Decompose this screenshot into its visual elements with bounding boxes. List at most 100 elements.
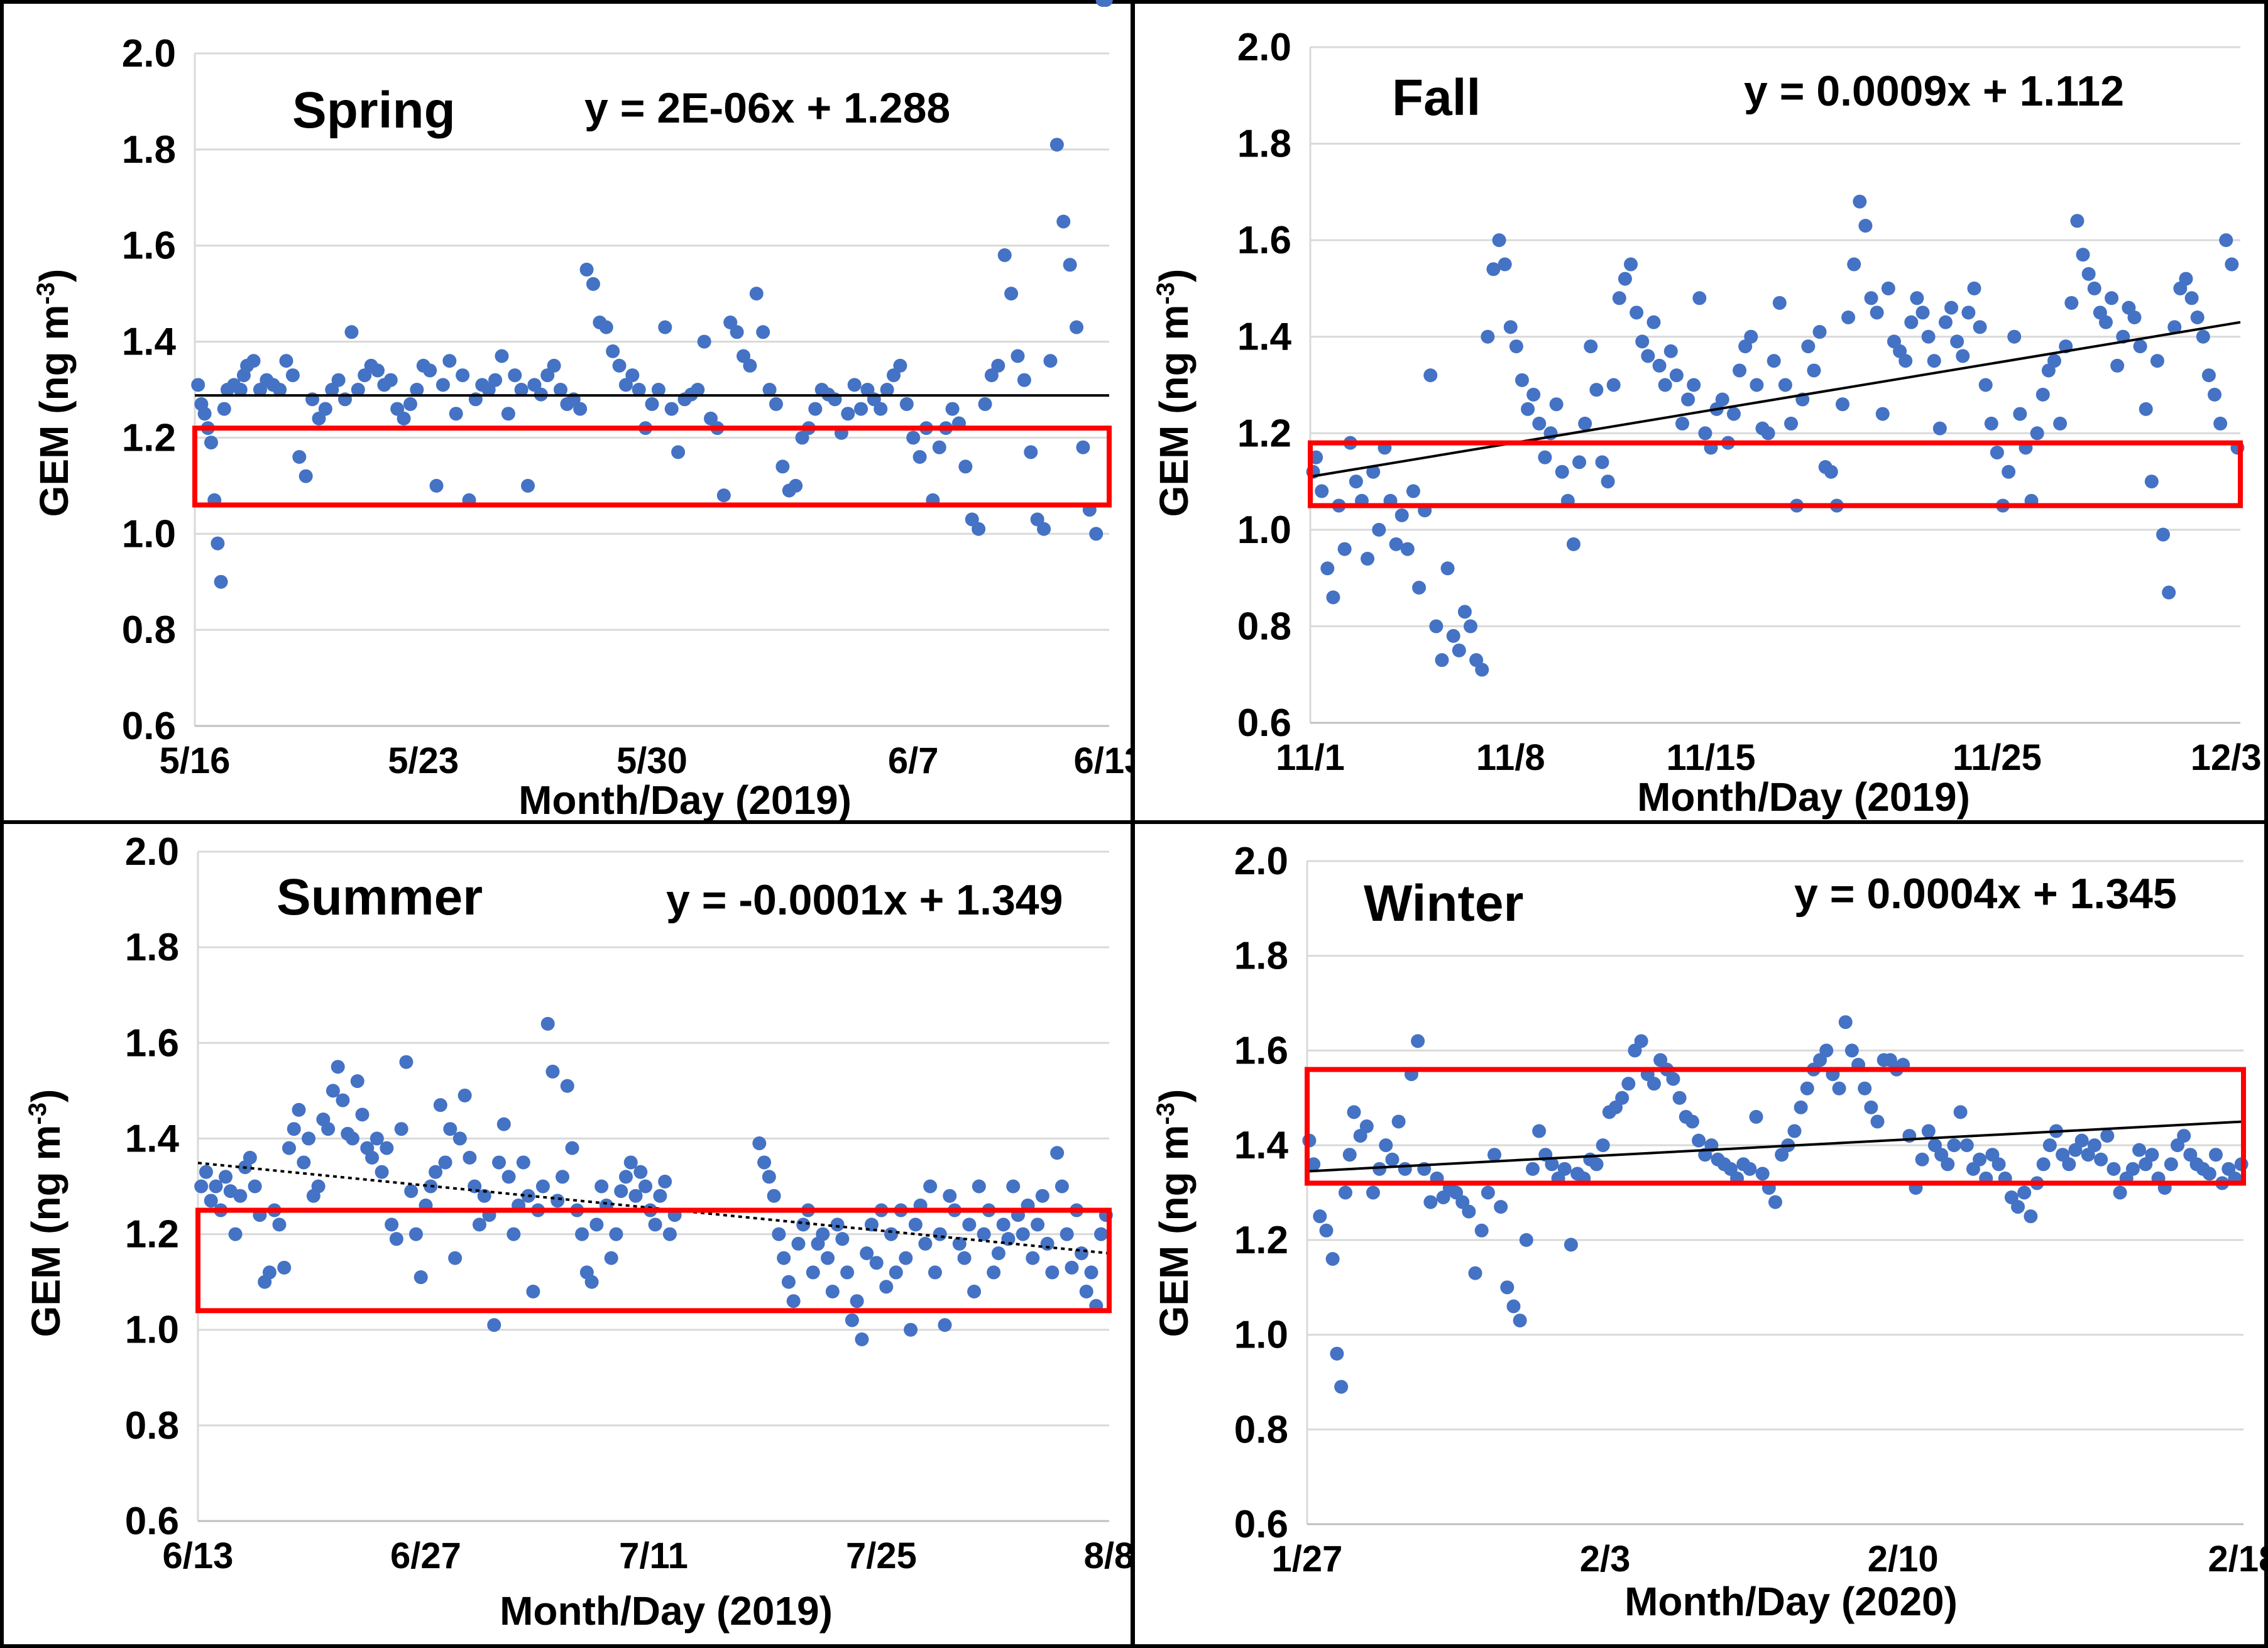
data-point: [1342, 1148, 1357, 1162]
y-axis-label-sup: -3: [1152, 1102, 1180, 1125]
data-point: [1446, 629, 1460, 643]
data-point: [1024, 445, 1038, 459]
data-point: [1549, 397, 1564, 412]
data-point: [840, 1265, 855, 1280]
data-point: [1572, 455, 1587, 470]
data-point: [209, 1179, 223, 1194]
data-point: [488, 373, 503, 387]
y-axis-label-main: GEM (ng m: [1151, 305, 1197, 517]
data-point: [1035, 1189, 1049, 1203]
data-point: [2127, 310, 2142, 324]
data-point: [1475, 662, 1489, 677]
data-point: [918, 1236, 933, 1251]
data-point: [2110, 358, 2125, 373]
data-point: [540, 1016, 555, 1031]
panel-spring: 0.6 0.8 1.0 1.2 1.4 1.6 1.8 2.0 5/16 5/23 5/30 6/7…: [0, 0, 1134, 824]
data-point: [1555, 464, 1569, 479]
data-point: [2002, 464, 2016, 479]
data-point: [547, 358, 561, 373]
data-point: [429, 1165, 443, 1179]
data-point: [228, 1227, 243, 1241]
data-point: [1687, 378, 1701, 392]
data-point: [2024, 1209, 2038, 1224]
data-point: [1858, 219, 1873, 233]
data-point: [972, 1179, 986, 1194]
data-point: [1819, 1043, 1834, 1058]
data-point: [1927, 354, 1941, 368]
highlight-box: [195, 1207, 1112, 1314]
y-tick-label: 1.6: [125, 1021, 179, 1065]
data-point: [442, 354, 457, 368]
data-point: [1801, 339, 1816, 354]
data-point: [1921, 329, 1936, 344]
data-point: [554, 383, 567, 397]
data-point: [1635, 334, 1650, 349]
x-tick-label: 6/13: [163, 1535, 234, 1576]
data-point: [1509, 339, 1523, 354]
data-point: [1618, 272, 1632, 286]
data-point: [495, 349, 509, 363]
data-point: [1372, 522, 1386, 537]
data-point: [285, 368, 300, 383]
data-point: [1870, 305, 1884, 320]
data-point: [1045, 1265, 1060, 1280]
y-tick-label: 1.2: [1237, 412, 1291, 455]
data-point: [614, 1184, 628, 1199]
data-point: [1060, 1227, 1074, 1241]
data-point: [786, 1294, 801, 1309]
y-tick-label: 1.4: [1234, 1124, 1289, 1167]
season-title: Summer: [277, 869, 483, 926]
data-point: [854, 402, 868, 416]
y-tick-label: 0.8: [125, 1404, 179, 1447]
data-point: [830, 1217, 845, 1232]
data-point: [880, 383, 894, 397]
highlight-box: [192, 426, 1112, 508]
data-point: [908, 1217, 923, 1232]
data-point: [1630, 305, 1644, 320]
data-point: [279, 354, 293, 368]
y-tick-label: 0.6: [122, 705, 176, 748]
y-tick-label: 1.0: [125, 1309, 179, 1352]
data-point: [1056, 214, 1071, 229]
data-point: [2017, 1185, 2032, 1200]
x-axis-label: Month/Day (2019): [518, 777, 852, 823]
data-point: [2076, 248, 2090, 262]
data-point: [997, 248, 1012, 262]
data-point: [1513, 1313, 1527, 1327]
x-tick-label: 11/25: [1953, 737, 2042, 778]
data-point: [1400, 542, 1415, 556]
data-point: [623, 1155, 638, 1170]
data-point: [869, 1256, 884, 1270]
data-point: [1079, 1284, 1093, 1299]
y-tick-label: 0.8: [1234, 1408, 1288, 1451]
data-point: [1411, 1034, 1425, 1048]
data-point: [1864, 1100, 1878, 1114]
data-point: [1596, 1138, 1610, 1153]
data-point: [1853, 194, 1867, 209]
x-axis-label: Month/Day (2019): [500, 1588, 833, 1634]
x-tick-label: 5/16: [160, 740, 231, 781]
y-tick-label: 0.8: [122, 608, 176, 652]
data-point: [2133, 339, 2147, 354]
data-point: [2145, 1148, 2159, 1162]
data-point: [556, 1170, 569, 1184]
data-point: [1089, 527, 1104, 541]
data-point: [816, 1227, 830, 1241]
y-axis-label-close: ): [1151, 1089, 1197, 1102]
x-tick-label: 8/8: [1084, 1535, 1134, 1576]
data-point: [1755, 1167, 1770, 1181]
y-tick-label: 1.4: [125, 1117, 180, 1160]
data-point: [2053, 416, 2068, 431]
data-point: [355, 1107, 370, 1122]
data-point: [2047, 354, 2061, 368]
data-point: [1841, 310, 1856, 324]
y-tick-label: 2.0: [125, 830, 179, 874]
data-point: [1481, 1185, 1495, 1200]
data-point: [775, 459, 790, 474]
data-point: [456, 368, 470, 383]
data-point: [410, 383, 424, 397]
data-point: [1074, 1246, 1088, 1260]
data-point: [1973, 1152, 1987, 1167]
data-point: [1624, 257, 1638, 272]
data-point: [501, 407, 515, 421]
